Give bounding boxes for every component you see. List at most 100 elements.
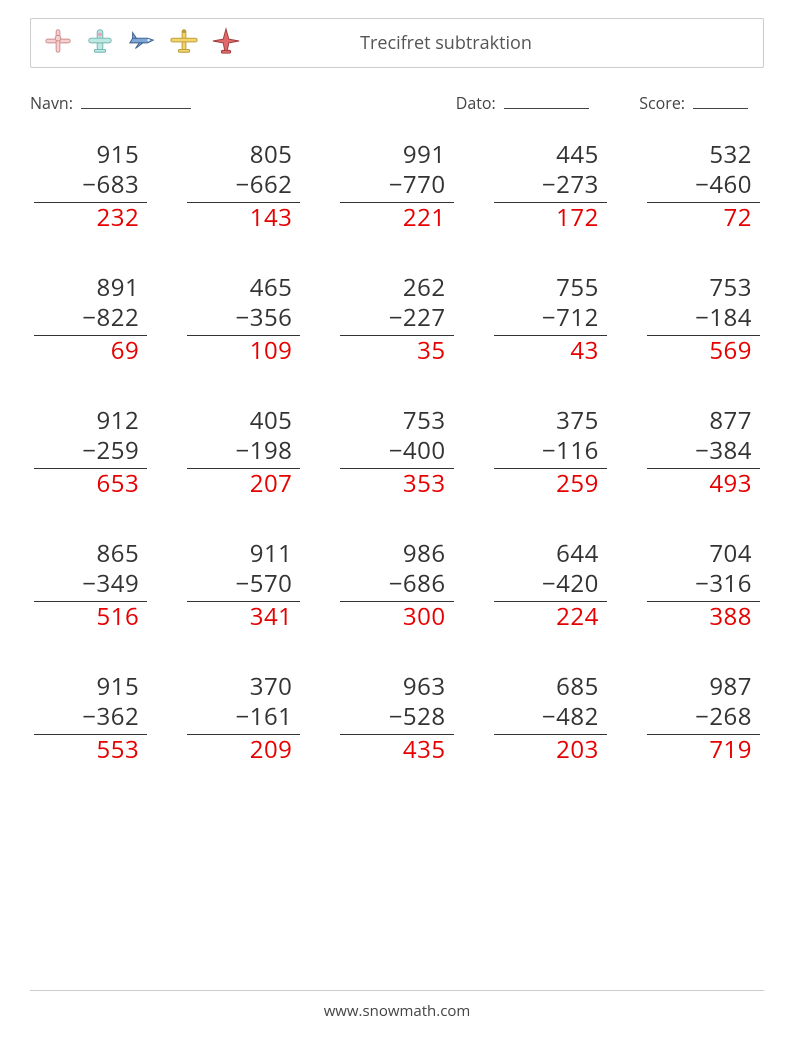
- plane-front-pink-icon: [43, 26, 73, 61]
- problem: 991770221: [340, 140, 453, 233]
- problem: 805662143: [187, 140, 300, 233]
- name-blank: [81, 92, 191, 109]
- problem-grid: 9156832328056621439917702214452731725324…: [30, 140, 764, 765]
- answer: 232: [34, 203, 147, 233]
- answer: 207: [187, 469, 300, 499]
- subtrahend: 482: [494, 702, 607, 732]
- minuend: 370: [187, 672, 300, 702]
- minuend: 465: [187, 273, 300, 303]
- subtrahend: 822: [34, 303, 147, 333]
- minuend: 986: [340, 539, 453, 569]
- answer: 516: [34, 602, 147, 632]
- answer: 493: [647, 469, 760, 499]
- header-icons: [43, 26, 241, 61]
- subtrahend: 528: [340, 702, 453, 732]
- problem: 26222735: [340, 273, 453, 366]
- subtrahend: 400: [340, 436, 453, 466]
- subtrahend: 770: [340, 170, 453, 200]
- minuend: 644: [494, 539, 607, 569]
- answer: 300: [340, 602, 453, 632]
- footer-text: www.snowmath.com: [0, 1001, 794, 1021]
- minuend: 755: [494, 273, 607, 303]
- minuend: 805: [187, 140, 300, 170]
- minuend: 753: [647, 273, 760, 303]
- problem: 865349516: [34, 539, 147, 632]
- answer: 341: [187, 602, 300, 632]
- score-field: Score:: [639, 92, 764, 114]
- answer: 69: [34, 336, 147, 366]
- minuend: 445: [494, 140, 607, 170]
- problem: 685482203: [494, 672, 607, 765]
- answer: 259: [494, 469, 607, 499]
- subtrahend: 268: [647, 702, 760, 732]
- answer: 224: [494, 602, 607, 632]
- minuend: 891: [34, 273, 147, 303]
- answer: 109: [187, 336, 300, 366]
- footer-rule: [30, 990, 764, 991]
- problem: 465356109: [187, 273, 300, 366]
- problem: 89182269: [34, 273, 147, 366]
- subtrahend: 662: [187, 170, 300, 200]
- minuend: 685: [494, 672, 607, 702]
- answer: 172: [494, 203, 607, 233]
- info-row: Navn: Dato: Score:: [30, 92, 764, 114]
- problem: 753400353: [340, 406, 453, 499]
- problem: 53246072: [647, 140, 760, 233]
- subtrahend: 570: [187, 569, 300, 599]
- subtrahend: 712: [494, 303, 607, 333]
- header-box: Trecifret subtraktion: [30, 18, 764, 68]
- worksheet-title: Trecifret subtraktion: [241, 31, 751, 55]
- problem: 704316388: [647, 539, 760, 632]
- problem: 911570341: [187, 539, 300, 632]
- answer: 653: [34, 469, 147, 499]
- problem: 963528435: [340, 672, 453, 765]
- answer: 719: [647, 735, 760, 765]
- subtrahend: 259: [34, 436, 147, 466]
- subtrahend: 686: [340, 569, 453, 599]
- minuend: 532: [647, 140, 760, 170]
- minuend: 987: [647, 672, 760, 702]
- answer: 143: [187, 203, 300, 233]
- subtrahend: 384: [647, 436, 760, 466]
- minuend: 915: [34, 140, 147, 170]
- problem: 75571243: [494, 273, 607, 366]
- subtrahend: 227: [340, 303, 453, 333]
- subtrahend: 420: [494, 569, 607, 599]
- problem: 915362553: [34, 672, 147, 765]
- problem: 987268719: [647, 672, 760, 765]
- subtrahend: 184: [647, 303, 760, 333]
- answer: 35: [340, 336, 453, 366]
- minuend: 911: [187, 539, 300, 569]
- subtrahend: 362: [34, 702, 147, 732]
- subtrahend: 198: [187, 436, 300, 466]
- date-blank: [504, 92, 589, 109]
- subtrahend: 116: [494, 436, 607, 466]
- problem: 986686300: [340, 539, 453, 632]
- problem: 912259653: [34, 406, 147, 499]
- minuend: 877: [647, 406, 760, 436]
- answer: 43: [494, 336, 607, 366]
- worksheet-page: Trecifret subtraktion Navn: Dato: Score:…: [0, 0, 794, 1053]
- answer: 72: [647, 203, 760, 233]
- minuend: 262: [340, 273, 453, 303]
- minuend: 704: [647, 539, 760, 569]
- answer: 435: [340, 735, 453, 765]
- answer: 569: [647, 336, 760, 366]
- problem: 370161209: [187, 672, 300, 765]
- problem: 644420224: [494, 539, 607, 632]
- problem: 445273172: [494, 140, 607, 233]
- name-field: Navn:: [30, 92, 456, 114]
- answer: 203: [494, 735, 607, 765]
- score-label: Score:: [639, 92, 685, 114]
- name-label: Navn:: [30, 92, 73, 114]
- problem: 405198207: [187, 406, 300, 499]
- answer: 209: [187, 735, 300, 765]
- plane-side-blue-icon: [127, 26, 157, 61]
- answer: 353: [340, 469, 453, 499]
- subtrahend: 273: [494, 170, 607, 200]
- date-field: Dato:: [456, 92, 640, 114]
- minuend: 405: [187, 406, 300, 436]
- problem: 375116259: [494, 406, 607, 499]
- minuend: 865: [34, 539, 147, 569]
- minuend: 991: [340, 140, 453, 170]
